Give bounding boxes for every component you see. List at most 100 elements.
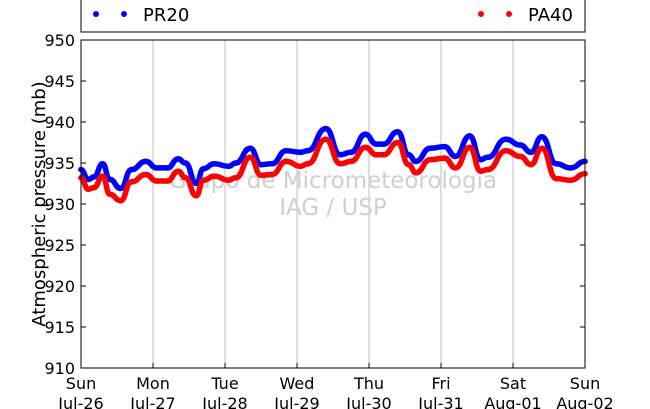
x-tick-day-3: Wed — [280, 374, 315, 393]
point-pr20-28 — [380, 141, 387, 147]
x-tick-date-1: Jul-27 — [129, 394, 175, 409]
point-pr20-1 — [85, 176, 91, 183]
point-pa40-19 — [269, 171, 275, 178]
point-pa40-31 — [413, 170, 419, 176]
y-tick-label-915: 915 — [44, 318, 75, 337]
point-pa40-32 — [427, 156, 434, 163]
point-pr20-29 — [395, 129, 401, 135]
point-pr20-40 — [528, 149, 534, 156]
point-pr20-42 — [553, 161, 559, 167]
x-tick-day-1: Mon — [136, 374, 170, 393]
point-pa40-22 — [305, 161, 311, 167]
point-pa40-4 — [107, 191, 113, 197]
point-pa40-12 — [193, 193, 199, 199]
x-tick-date-6: Aug-01 — [484, 394, 541, 409]
point-pr20-12 — [193, 180, 199, 187]
point-pa40-35 — [467, 144, 473, 151]
point-pa40-26 — [362, 144, 369, 151]
y-axis-label: Atmospheric pressure (mb) — [29, 81, 50, 326]
x-tick-day-6: Sat — [500, 374, 526, 393]
point-pa40-20 — [283, 158, 290, 165]
point-pr20-31 — [413, 158, 419, 165]
point-pa40-16 — [233, 174, 239, 181]
legend-marker-pr20-b — [121, 11, 127, 17]
point-pa40-37 — [485, 166, 491, 173]
point-pa40-18 — [258, 172, 264, 179]
point-pr20-5 — [117, 185, 124, 192]
y-tick-label-945: 945 — [44, 72, 75, 91]
y-tick-label-920: 920 — [44, 277, 75, 296]
point-pa40-8 — [153, 178, 160, 184]
point-pr20-37 — [485, 154, 491, 161]
watermark-line-1: Grupo de Micrometeorologia — [169, 168, 497, 194]
point-pr20-7 — [143, 158, 149, 165]
x-tick-day-5: Fri — [431, 374, 450, 393]
point-pa40-41 — [539, 145, 545, 152]
point-pr20-35 — [467, 133, 473, 139]
point-pr20-32 — [427, 145, 434, 152]
point-pa40-43 — [567, 177, 574, 184]
point-pr20-10 — [175, 156, 181, 162]
point-pr20-22 — [305, 147, 311, 154]
point-pa40-7 — [143, 171, 149, 178]
point-pr20-13 — [200, 165, 207, 172]
point-pr20-3 — [99, 161, 106, 167]
point-pr20-23 — [323, 125, 329, 132]
point-pr20-39 — [517, 142, 523, 148]
plot-area — [81, 40, 585, 368]
point-pr20-15 — [225, 163, 232, 170]
point-pa40-3 — [99, 173, 106, 179]
point-pa40-39 — [517, 153, 523, 160]
point-pr20-41 — [539, 133, 545, 140]
point-pr20-26 — [362, 131, 369, 138]
point-pr20-36 — [477, 156, 484, 163]
point-pa40-14 — [211, 173, 217, 179]
y-tick-label-935: 935 — [44, 154, 75, 173]
grid-lines — [152, 40, 514, 368]
y-tick-label-910: 910 — [44, 359, 75, 378]
point-pa40-15 — [225, 177, 232, 184]
point-pr20-9 — [164, 165, 171, 171]
point-pa40-13 — [200, 177, 207, 184]
point-pa40-33 — [441, 155, 448, 161]
point-pr20-25 — [348, 149, 354, 156]
x-tick-day-4: Thu — [353, 374, 384, 393]
point-pr20-17 — [247, 145, 253, 152]
point-pa40-34 — [452, 165, 459, 171]
point-pr20-21 — [297, 149, 304, 156]
point-pa40-1 — [85, 186, 91, 193]
point-pa40-10 — [175, 168, 181, 174]
y-tick-label-950: 950 — [44, 31, 75, 50]
point-pa40-9 — [164, 178, 171, 184]
legend-frame — [80, 0, 586, 33]
point-pa40-42 — [553, 175, 559, 182]
point-pa40-29 — [395, 139, 401, 146]
x-tick-day-2: Tue — [210, 374, 238, 393]
point-pa40-27 — [373, 152, 380, 158]
point-pa40-24 — [337, 161, 344, 167]
y-tick-label-925: 925 — [44, 236, 75, 255]
point-pr20-38 — [503, 136, 509, 143]
point-pr20-18 — [258, 161, 264, 168]
point-pa40-25 — [348, 158, 354, 165]
legend-marker-pa40-a — [478, 11, 484, 17]
y-tick-label-940: 940 — [44, 113, 75, 132]
point-pr20-14 — [211, 161, 217, 167]
point-pa40-17 — [247, 154, 253, 161]
point-pa40-21 — [297, 163, 304, 170]
legend: PR20 PA40 — [80, 0, 586, 33]
point-pa40-2 — [91, 184, 97, 191]
point-pr20-19 — [269, 161, 275, 167]
point-pr20-16 — [233, 160, 239, 166]
point-pr20-8 — [153, 165, 160, 171]
point-pa40-38 — [503, 147, 509, 154]
point-pa40-6 — [128, 179, 135, 185]
legend-label-pa40: PA40 — [528, 5, 573, 26]
legend-marker-pa40-b — [506, 11, 512, 17]
x-axis: SunJul-26MonJul-27TueJul-28WedJul-29ThuJ… — [57, 363, 614, 409]
point-pa40-36 — [477, 168, 484, 174]
series-layer — [78, 125, 588, 204]
point-pa40-30 — [405, 161, 412, 168]
x-tick-date-4: Jul-30 — [345, 394, 391, 409]
point-pr20-20 — [283, 147, 290, 154]
